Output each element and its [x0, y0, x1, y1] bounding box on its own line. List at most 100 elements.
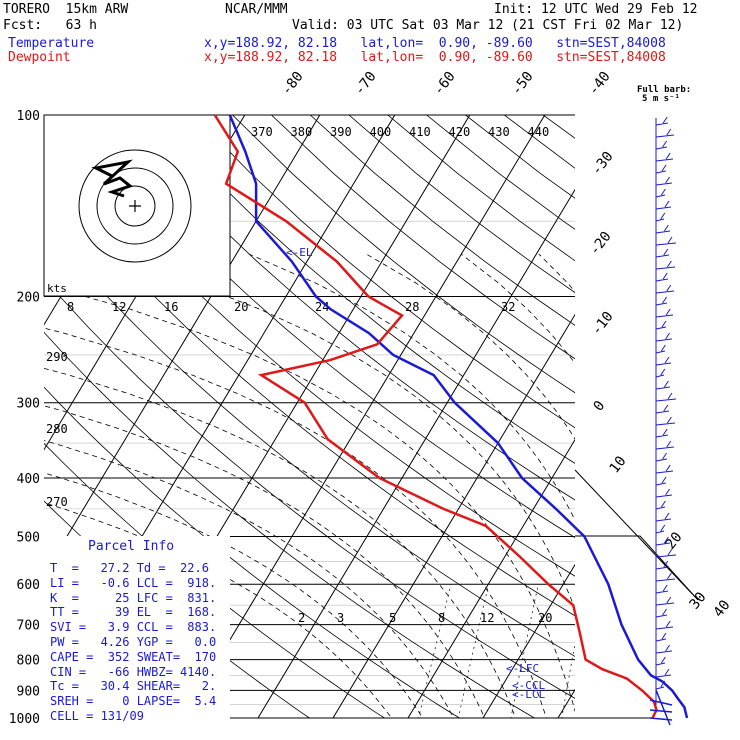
wind-barb [655, 248, 670, 258]
wind-barb [655, 512, 672, 522]
parcel-info-row: CAPE = 352 SWEAT= 170 [50, 649, 217, 664]
isotherm-label: -10 [589, 309, 617, 339]
level-marker: <-LFC [506, 662, 539, 675]
dry-adiabat [542, 115, 575, 139]
theta-side-label: 290 [46, 350, 68, 364]
pressure-tick-label: 300 [17, 397, 40, 412]
theta-side-label: 280 [46, 422, 68, 436]
isotherm-label: -40 [586, 69, 614, 99]
dry-adiabat [465, 115, 575, 199]
mixing-ratio-label-lower: 2 [298, 611, 305, 625]
wind-barb [655, 560, 670, 570]
dry-adiabat [154, 115, 575, 464]
wind-barb [655, 140, 668, 150]
wind-barb [655, 656, 666, 666]
wind-barb [655, 356, 672, 366]
wind-barb [655, 668, 672, 678]
dry-adiabat [426, 115, 575, 230]
parcel-info-row: LI = -0.6 LCL = 918. [50, 575, 217, 590]
isotherm-label: 30 [687, 589, 710, 612]
dry-adiabat [504, 115, 575, 169]
dry-adiabat [44, 121, 575, 577]
theta-label: 410 [409, 125, 431, 139]
init-time: Init: 12 UTC Wed 29 Feb 12 [494, 2, 698, 17]
pressure-tick-label: 700 [17, 619, 40, 634]
level-marker: <-LCL [512, 688, 545, 701]
wind-barb [655, 368, 666, 378]
wind-barb [655, 380, 671, 390]
org-label: NCAR/MMM [225, 2, 288, 17]
wind-barb [655, 644, 673, 654]
theta-label: 430 [488, 125, 510, 139]
mixing-ratio-line [418, 584, 452, 718]
isotherm-line [407, 438, 575, 718]
mixing-ratio-label: 20 [234, 300, 248, 314]
pressure-tick-label: 200 [17, 291, 40, 306]
parcel-info-row: T = 27.2 Td = 22.6 [50, 561, 209, 575]
wind-barb [655, 224, 671, 234]
moist-adiabat [44, 367, 517, 718]
wind-barb-cluster [649, 689, 673, 726]
mixing-ratio-label: 32 [501, 300, 515, 314]
moist-adiabat [44, 502, 392, 718]
theta-label: 370 [251, 125, 273, 139]
valid-time: Valid: 03 UTC Sat 03 Mar 12 (21 CST Fri … [292, 18, 684, 33]
moist-adiabat [44, 472, 424, 718]
wind-barb [655, 584, 669, 594]
parcel-info-row: SVI = 3.9 CCL = 883. [50, 620, 217, 635]
wind-barb [655, 464, 674, 474]
wind-barb [655, 116, 669, 126]
barb-note: Full barb: [637, 85, 692, 95]
dry-adiabat [44, 331, 536, 718]
theta-label: 420 [449, 125, 471, 139]
hodograph-trace [91, 159, 134, 198]
parcel-info-row: TT = 39 EL = 168. [50, 605, 217, 620]
dry-adiabat [44, 277, 575, 699]
wind-barb [655, 332, 673, 342]
mixing-ratio-label: 28 [405, 300, 419, 314]
theta-label: 400 [370, 125, 392, 139]
isotherm-line [257, 188, 575, 718]
mixing-ratio-line [510, 584, 539, 718]
hodograph-units: kts [47, 282, 67, 295]
wind-barb [655, 296, 668, 306]
wind-barb [655, 188, 666, 198]
isotherm-label: 10 [607, 453, 630, 476]
wind-barb [655, 260, 676, 270]
pressure-tick-label: 400 [17, 472, 40, 487]
isotherm-line [0, 102, 28, 731]
wind-barb [655, 128, 675, 138]
wind-barb [655, 344, 666, 354]
moist-adiabat [44, 284, 575, 713]
wind-barb [655, 428, 669, 438]
moist-adiabat [44, 405, 486, 718]
isotherm-line [182, 115, 546, 718]
moist-adiabat [44, 440, 455, 718]
mixing-ratio-label: 8 [67, 300, 74, 314]
level-marker: <-CCL [512, 679, 545, 692]
dry-adiabat [76, 115, 575, 539]
wind-barb [655, 524, 666, 534]
isotherm-label: 0 [591, 398, 609, 414]
mixing-ratio-line [457, 584, 490, 718]
moist-adiabat [100, 253, 575, 611]
mixing-ratio-label: 16 [164, 300, 178, 314]
wind-barb [655, 620, 674, 630]
wind-barb [655, 176, 673, 186]
pressure-tick-label: 800 [17, 654, 40, 669]
dry-adiabat [193, 115, 575, 429]
pressure-tick-label: 900 [17, 684, 40, 699]
dry-adiabat [44, 172, 575, 617]
dry-adiabat [115, 115, 575, 501]
mixing-ratio-label-lower: 20 [538, 611, 552, 625]
theta-side-label: 270 [46, 495, 68, 509]
parcel-info-row: PW = 4.26 YGP = 0.0 [50, 634, 217, 649]
wind-barb [655, 488, 673, 498]
pressure-tick-label: 500 [17, 530, 40, 545]
parcel-info-rows: T = 27.2 Td = 22.6 LI = -0.6 LCL = 918. K … [50, 561, 216, 724]
wind-barb [655, 212, 666, 222]
dry-adiabat [44, 386, 461, 718]
parcel-info-row: SREH = 0 LAPSE= 5.4 [50, 694, 217, 709]
wind-barb [655, 200, 672, 210]
